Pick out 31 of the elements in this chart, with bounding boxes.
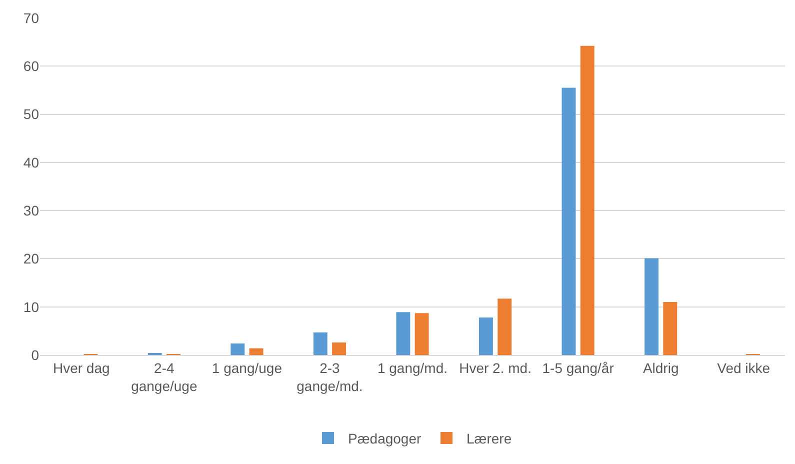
bar <box>663 302 678 355</box>
bar <box>478 317 493 355</box>
x-tick-label: 1 gang/md. <box>377 360 448 376</box>
x-tick-label: 2-3 gange/md. <box>296 360 363 394</box>
y-tick-label: 70 <box>23 10 40 26</box>
bar <box>249 348 264 355</box>
y-tick-label: 20 <box>23 250 40 267</box>
y-tick-label: 60 <box>23 58 40 74</box>
y-tick-label: 50 <box>23 106 40 122</box>
bar <box>498 298 512 355</box>
bar <box>580 46 594 355</box>
x-tick-label: 1 gang/uge <box>212 360 282 376</box>
x-tick-label: 1-5 gang/år <box>542 360 614 376</box>
legend-label: Pædagoger <box>348 430 422 446</box>
bar <box>562 88 576 355</box>
y-tick-label: 0 <box>31 346 40 363</box>
bar <box>230 343 245 355</box>
y-tick-label: 40 <box>23 154 40 170</box>
bar <box>332 342 346 355</box>
bar <box>644 258 659 355</box>
x-tick-label: Hver 2. md. <box>459 360 532 376</box>
legend-label: Lærere <box>466 430 512 446</box>
x-tick-label: Ved ikke <box>717 360 770 376</box>
y-tick-label: 10 <box>23 298 40 315</box>
bar <box>313 332 328 355</box>
bar <box>396 312 410 355</box>
bar <box>414 313 429 355</box>
x-tick-label: Hver dag <box>52 360 110 376</box>
y-tick-label: 30 <box>23 202 40 218</box>
x-tick-label: 2-4 gange/uge <box>131 360 198 394</box>
x-tick-label: Aldrig <box>642 360 679 376</box>
